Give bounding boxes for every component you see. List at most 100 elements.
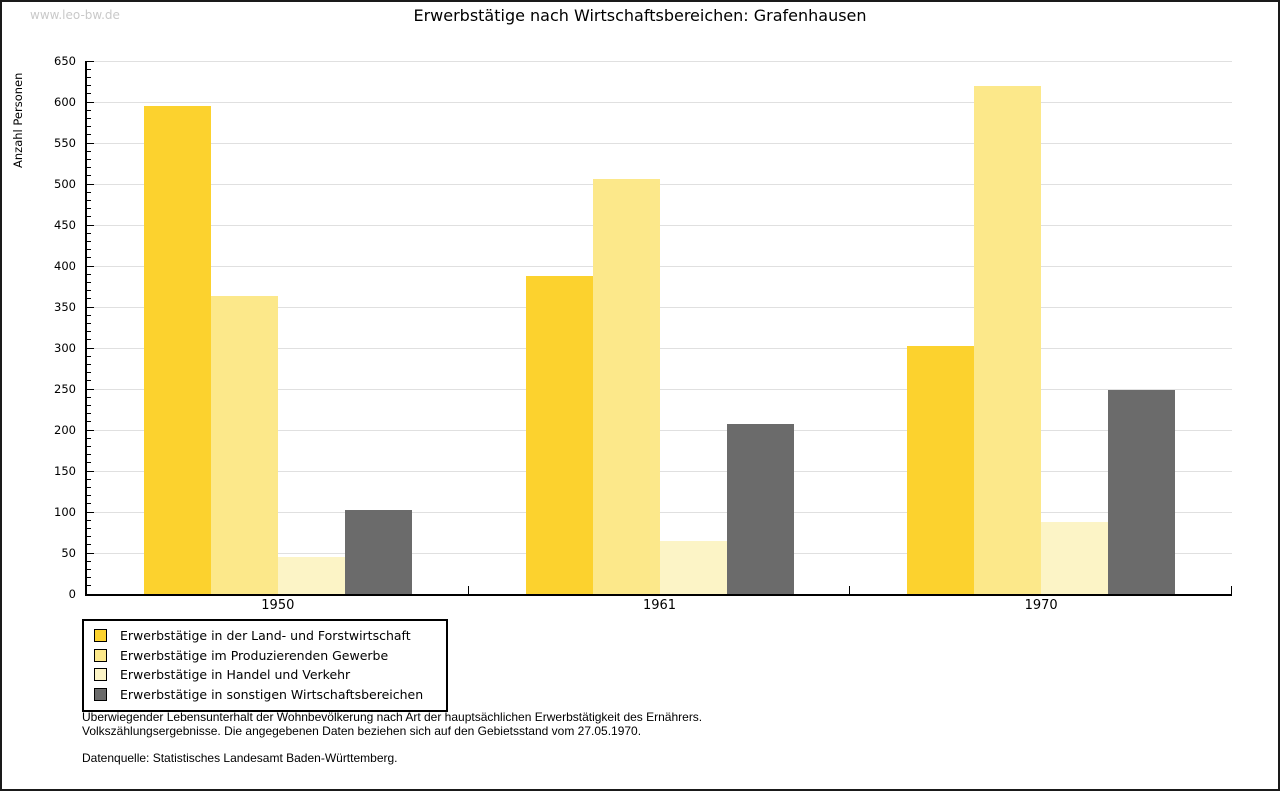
y-minor-tick-30	[87, 568, 91, 570]
y-minor-tick-210	[87, 421, 91, 423]
y-tick-label-350: 350	[54, 300, 76, 314]
y-major-tick-450	[87, 224, 94, 226]
y-minor-tick-230	[87, 404, 91, 406]
legend: Erwerbstätige in der Land- und Forstwirt…	[82, 619, 448, 712]
y-minor-tick-610	[87, 93, 91, 95]
y-tick-label-100: 100	[54, 505, 76, 519]
y-minor-tick-220	[87, 413, 91, 415]
y-minor-tick-140	[87, 478, 91, 480]
bar-1950-series-3	[277, 557, 345, 594]
y-minor-tick-510	[87, 175, 91, 177]
y-minor-tick-60	[87, 544, 91, 546]
footer-note: Überwiegender Lebensunterhalt der Wohnbe…	[82, 710, 703, 738]
y-minor-tick-460	[87, 216, 91, 218]
y-axis-line	[85, 61, 87, 594]
footer-source: Datenquelle: Statistisches Landesamt Bad…	[82, 751, 398, 765]
footer-note-line2: Volkszählungsergebnisse. Die angegebenen…	[82, 723, 642, 738]
y-minor-tick-20	[87, 577, 91, 579]
gridline-650	[87, 60, 1232, 62]
x-tick-label-1970: 1970	[1024, 598, 1058, 613]
gridline-250	[87, 388, 1232, 390]
y-major-tick-50	[87, 552, 94, 554]
y-minor-tick-130	[87, 486, 91, 488]
y-minor-tick-490	[87, 191, 91, 193]
footer-note-line1: Überwiegender Lebensunterhalt der Wohnbe…	[82, 710, 703, 724]
gridline-400	[87, 265, 1232, 267]
y-minor-tick-420	[87, 249, 91, 251]
y-tick-label-600: 600	[54, 95, 76, 109]
y-major-tick-250	[87, 388, 94, 390]
y-minor-tick-340	[87, 314, 91, 316]
bar-1970-series-2	[974, 85, 1042, 594]
y-minor-tick-530	[87, 158, 91, 160]
x-tick-label-1950: 1950	[261, 598, 295, 613]
y-tick-label-0: 0	[68, 587, 76, 601]
y-tick-label-200: 200	[54, 423, 76, 437]
y-minor-tick-190	[87, 437, 91, 439]
legend-item-3: Erwerbstätige in Handel und Verkehr	[92, 665, 438, 685]
y-minor-tick-470	[87, 208, 91, 210]
y-major-tick-650	[87, 60, 94, 62]
y-minor-tick-330	[87, 322, 91, 324]
bar-1961-series-3	[659, 540, 727, 594]
y-minor-tick-430	[87, 240, 91, 242]
y-minor-tick-630	[87, 76, 91, 78]
y-minor-tick-90	[87, 519, 91, 521]
y-minor-tick-310	[87, 339, 91, 341]
legend-swatch-4	[94, 687, 107, 701]
gridline-300	[87, 347, 1232, 349]
y-major-tick-400	[87, 265, 94, 267]
bar-1950-series-1	[143, 106, 211, 594]
gridline-450	[87, 224, 1232, 226]
legend-label-3: Erwerbstätige in Handel und Verkehr	[120, 667, 351, 683]
bar-1970-series-4	[1108, 389, 1176, 594]
y-minor-tick-480	[87, 199, 91, 201]
y-minor-tick-110	[87, 503, 91, 505]
y-minor-tick-360	[87, 298, 91, 300]
y-minor-tick-170	[87, 454, 91, 456]
bar-1970-series-1	[907, 346, 975, 594]
y-minor-tick-160	[87, 462, 91, 464]
y-minor-tick-390	[87, 273, 91, 275]
y-axis-title: Anzahl Personen	[11, 72, 25, 168]
y-major-tick-200	[87, 429, 94, 431]
y-major-tick-500	[87, 183, 94, 185]
y-minor-tick-240	[87, 396, 91, 398]
bar-1961-series-4	[726, 424, 794, 594]
bar-1961-series-2	[592, 179, 660, 594]
y-minor-tick-620	[87, 85, 91, 87]
gridline-600	[87, 101, 1232, 103]
y-tick-label-150: 150	[54, 464, 76, 478]
y-tick-label-250: 250	[54, 382, 76, 396]
bar-1961-series-1	[525, 275, 593, 594]
y-major-tick-350	[87, 306, 94, 308]
y-minor-tick-590	[87, 109, 91, 111]
y-major-tick-600	[87, 101, 94, 103]
legend-item-4: Erwerbstätige in sonstigen Wirtschaftsbe…	[92, 685, 438, 705]
x-boundary-tick-2	[849, 586, 851, 594]
y-minor-tick-70	[87, 536, 91, 538]
y-minor-tick-260	[87, 380, 91, 382]
legend-swatch-3	[94, 668, 107, 682]
gridline-150	[87, 470, 1232, 472]
y-major-tick-100	[87, 511, 94, 513]
y-minor-tick-320	[87, 331, 91, 333]
bar-1950-series-2	[210, 296, 278, 594]
x-boundary-tick-3	[1231, 586, 1232, 594]
y-tick-label-500: 500	[54, 177, 76, 191]
y-tick-label-50: 50	[61, 546, 76, 560]
bar-1950-series-4	[344, 509, 412, 594]
watermark: www.leo-bw.de	[30, 8, 120, 22]
legend-swatch-1	[94, 629, 107, 643]
plot-area: 1950 1961 1970 0 50 100 150 200 250 300 350 400 450 5…	[54, 55, 1232, 613]
y-minor-tick-10	[87, 585, 91, 587]
chart-title: Erwerbstätige nach Wirtschaftsbereichen:…	[413, 6, 867, 25]
legend-item-1: Erwerbstätige in der Land- und Forstwirt…	[92, 626, 438, 646]
y-tick-label-650: 650	[54, 54, 76, 68]
x-axis-line	[85, 594, 1232, 596]
y-tick-label-450: 450	[54, 218, 76, 232]
legend-label-1: Erwerbstätige in der Land- und Forstwirt…	[120, 628, 411, 644]
y-minor-tick-280	[87, 363, 91, 365]
y-major-tick-300	[87, 347, 94, 349]
gridline-200	[87, 429, 1232, 431]
